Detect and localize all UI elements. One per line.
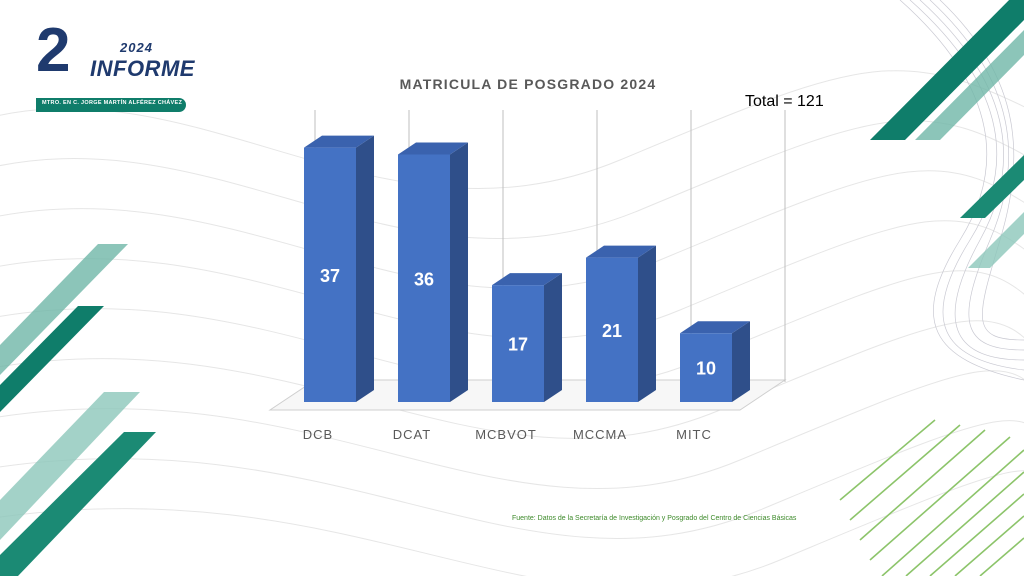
logo-banner bbox=[36, 98, 186, 112]
chart-title: MATRICULA DE POSGRADO 2024 bbox=[399, 76, 657, 92]
bar-side-mcbvot bbox=[544, 273, 562, 402]
logo-year: 2024 bbox=[120, 40, 153, 55]
bar-side-dcb bbox=[356, 135, 374, 402]
data-label-mccma: 21 bbox=[602, 321, 622, 341]
bar-mccma bbox=[586, 257, 638, 402]
bar-top-dcat bbox=[398, 142, 468, 155]
bar-side-dcat bbox=[450, 142, 468, 402]
bar-dcb bbox=[304, 147, 356, 402]
bar-side-mitc bbox=[732, 321, 750, 402]
data-label-mitc: 10 bbox=[696, 359, 716, 379]
bar-mitc bbox=[680, 333, 732, 402]
data-label-mcbvot: 17 bbox=[508, 335, 528, 355]
logo-word: INFORME bbox=[90, 56, 195, 81]
green-diagonal-stripes-left bbox=[0, 244, 156, 576]
logo-subtitle: MTRO. EN C. JORGE MARTÍN ALFÉREZ CHÁVEZ bbox=[42, 100, 183, 106]
bar-top-dcb bbox=[304, 135, 374, 148]
tick-label-mcbvot: MCBVOT bbox=[475, 427, 537, 442]
bar-top-mcbvot bbox=[492, 273, 562, 286]
tick-label-mccma: MCCMA bbox=[573, 427, 627, 442]
logo-number: 2 bbox=[36, 16, 71, 85]
data-label-dcb: 37 bbox=[320, 266, 340, 286]
bar-top-mccma bbox=[586, 245, 656, 258]
data-label-dcat: 36 bbox=[414, 269, 434, 289]
bar-side-mccma bbox=[638, 245, 656, 402]
source-note: Fuente: Datos de la Secretaría de Invest… bbox=[512, 515, 797, 522]
tick-label-dcat: DCAT bbox=[393, 427, 431, 442]
bar-mcbvot bbox=[492, 285, 544, 402]
bar-top-mitc bbox=[680, 321, 750, 334]
green-diagonal-stripes-right bbox=[870, 0, 1024, 268]
informe-logo: 2 2024 INFORME MTRO. EN C. JORGE MARTÍN … bbox=[36, 20, 196, 116]
tick-label-dcb: DCB bbox=[303, 427, 333, 442]
green-hatch-lines bbox=[839, 419, 1024, 576]
tick-label-mitc: MITC bbox=[676, 427, 712, 442]
total-label: Total = 121 bbox=[745, 93, 824, 110]
bar-dcat bbox=[398, 154, 450, 402]
